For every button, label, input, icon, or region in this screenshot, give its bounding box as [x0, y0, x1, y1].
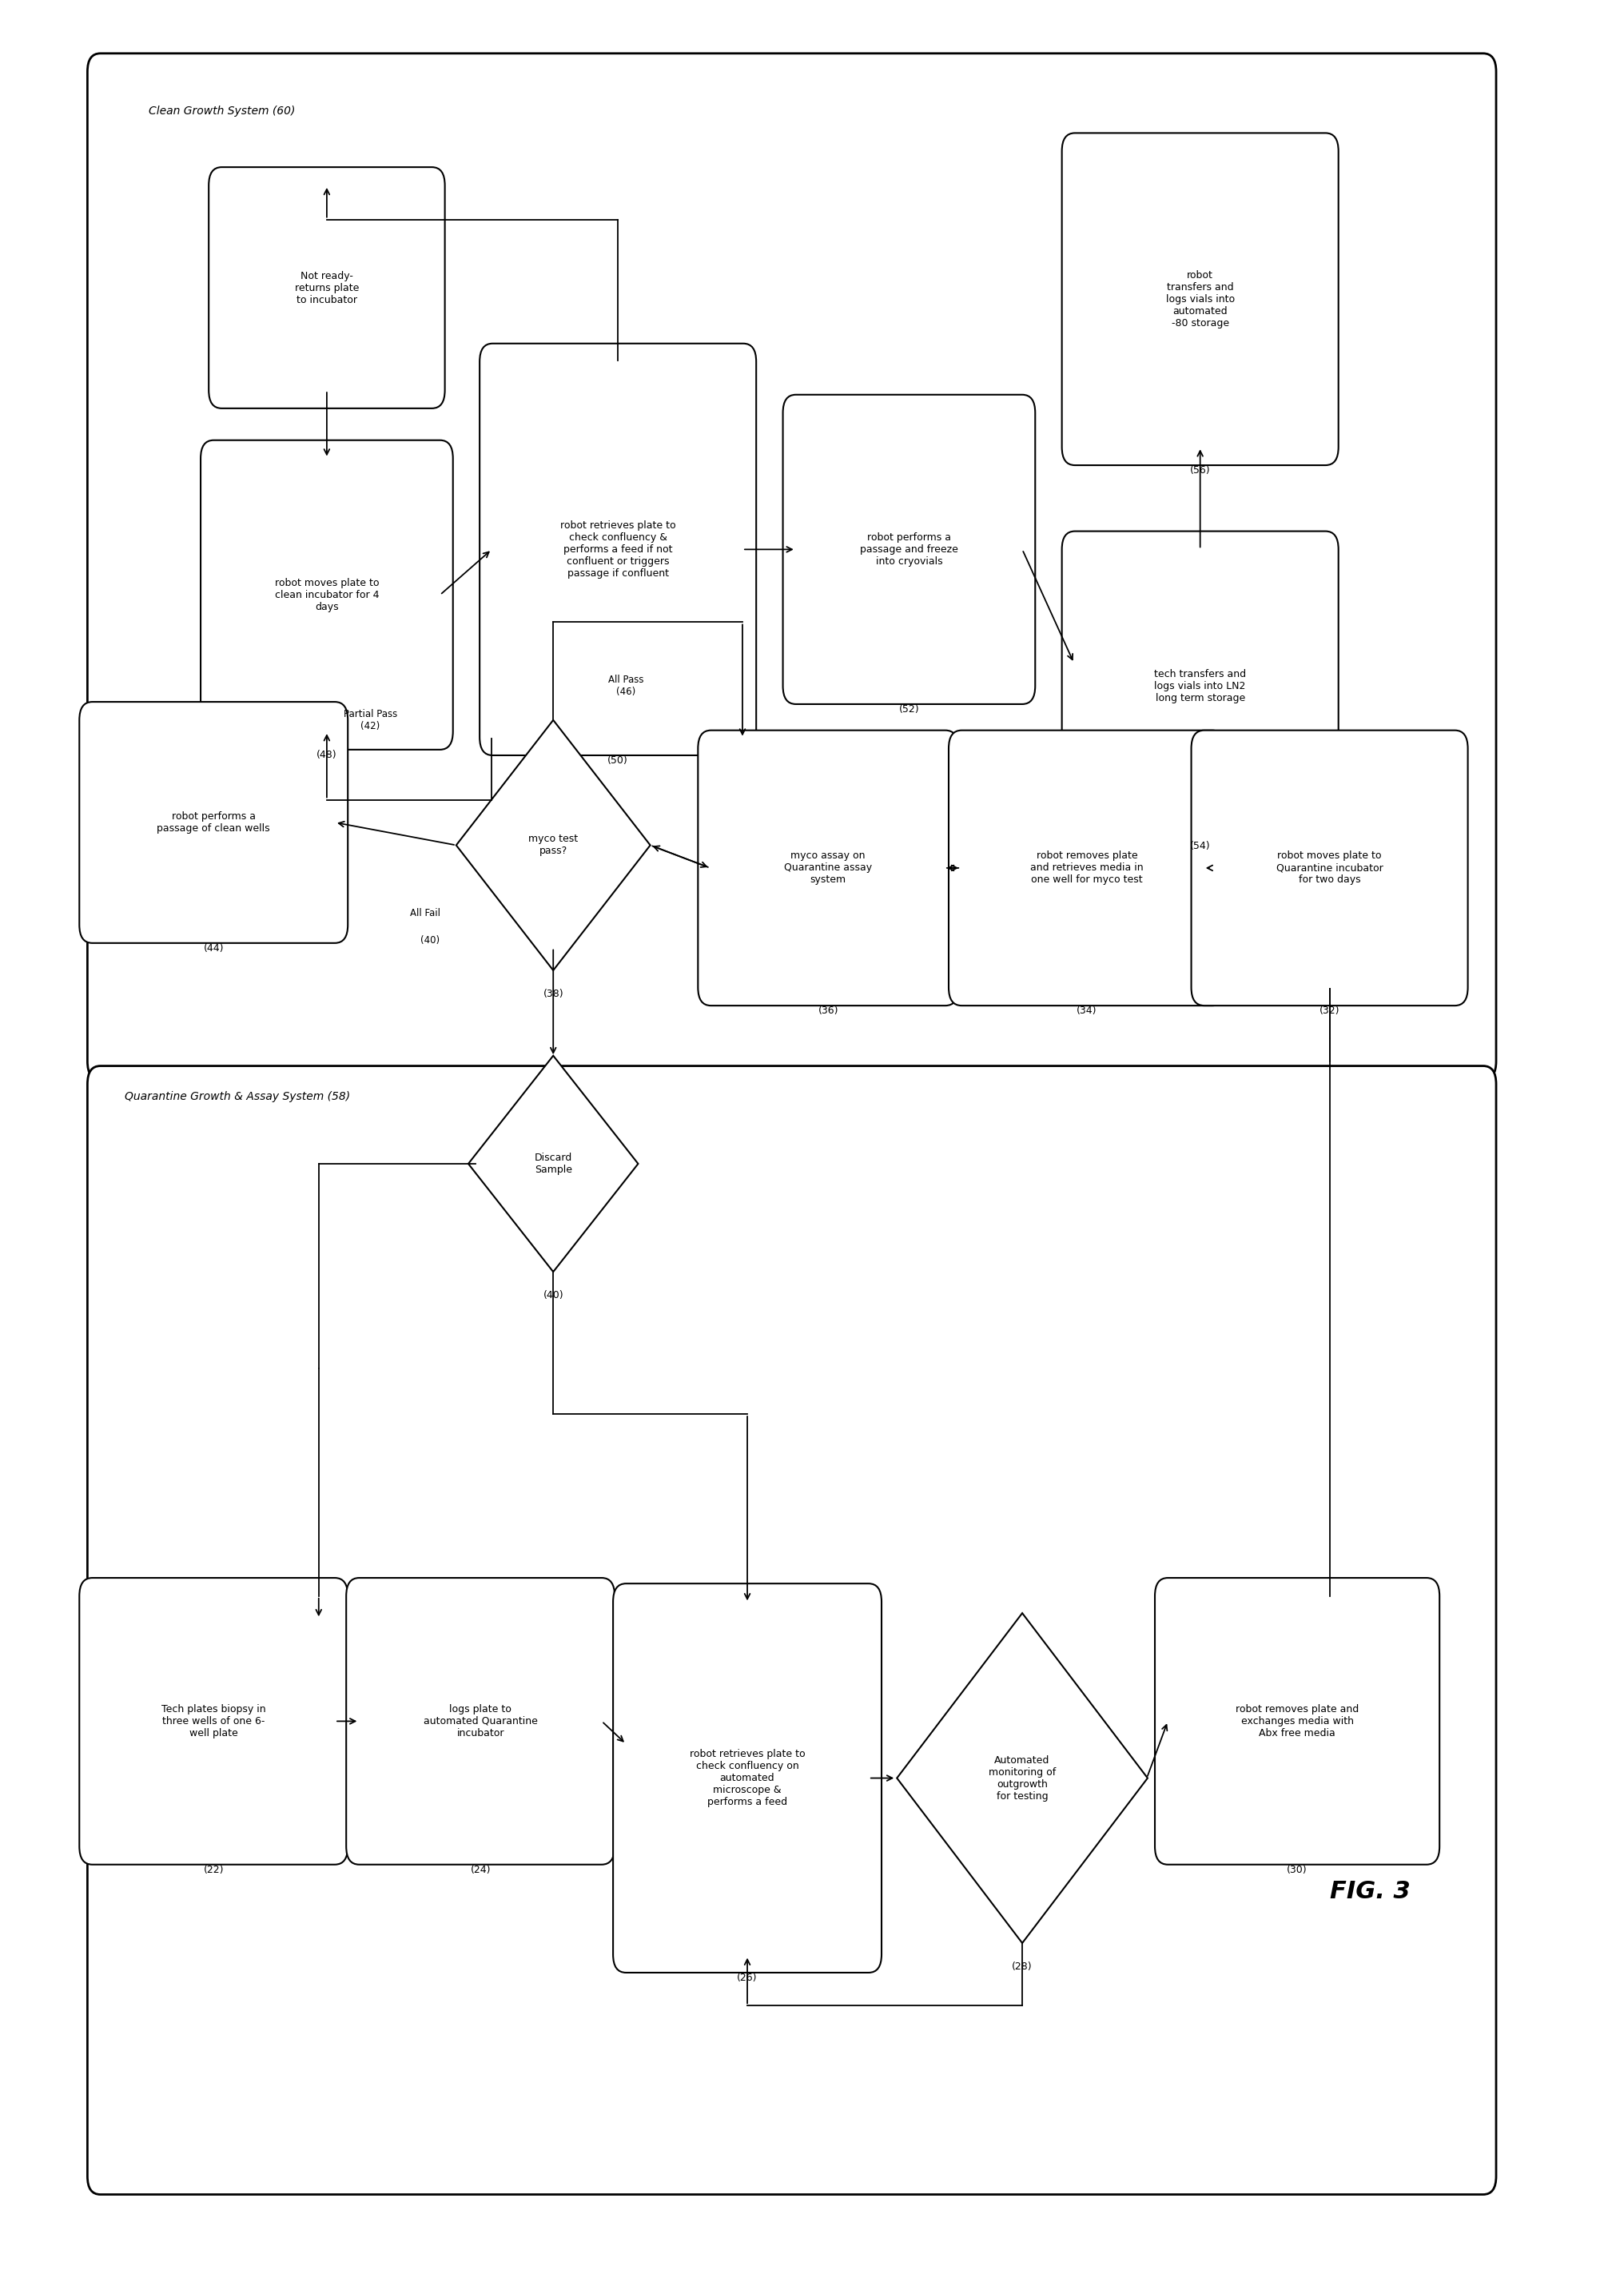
Polygon shape	[896, 1613, 1148, 1942]
Text: All Pass
(46): All Pass (46)	[609, 675, 643, 696]
FancyBboxPatch shape	[479, 345, 757, 755]
Text: Partial Pass
(42): Partial Pass (42)	[344, 710, 398, 730]
FancyBboxPatch shape	[1155, 1577, 1439, 1864]
FancyBboxPatch shape	[614, 1584, 882, 1972]
Text: (54): (54)	[1190, 840, 1210, 851]
Text: robot moves plate to
clean incubator for 4
days: robot moves plate to clean incubator for…	[274, 577, 378, 612]
Text: (38): (38)	[542, 988, 564, 1000]
Text: robot retrieves plate to
check confluency &
performs a feed if not
confluent or : robot retrieves plate to check confluenc…	[560, 520, 676, 580]
Text: (32): (32)	[1319, 1006, 1340, 1015]
FancyBboxPatch shape	[1062, 132, 1338, 466]
Text: (30): (30)	[1286, 1864, 1307, 1876]
Text: robot retrieves plate to
check confluency on
automated
microscope &
performs a f: robot retrieves plate to check confluenc…	[690, 1748, 806, 1807]
FancyBboxPatch shape	[80, 1577, 348, 1864]
Polygon shape	[456, 721, 650, 970]
Text: FIG. 3: FIG. 3	[1330, 1880, 1410, 1903]
Text: All Fail: All Fail	[409, 908, 440, 920]
Text: Automated
monitoring of
outgrowth
for testing: Automated monitoring of outgrowth for te…	[989, 1755, 1056, 1800]
FancyBboxPatch shape	[88, 1066, 1496, 2195]
Text: (34): (34)	[1077, 1006, 1098, 1015]
Text: (48): (48)	[317, 751, 338, 760]
Text: myco test
pass?: myco test pass?	[528, 833, 578, 856]
FancyBboxPatch shape	[1192, 730, 1468, 1006]
Text: (24): (24)	[471, 1864, 490, 1876]
Text: robot performs a
passage and freeze
into cryovials: robot performs a passage and freeze into…	[861, 532, 958, 566]
Text: Discard
Sample: Discard Sample	[534, 1152, 572, 1175]
Text: (28): (28)	[1012, 1960, 1033, 1972]
FancyBboxPatch shape	[698, 730, 958, 1006]
Text: Clean Growth System (60): Clean Growth System (60)	[149, 105, 296, 116]
Text: (50): (50)	[607, 755, 628, 767]
FancyBboxPatch shape	[346, 1577, 615, 1864]
FancyBboxPatch shape	[948, 730, 1224, 1006]
Text: myco assay on
Quarantine assay
system: myco assay on Quarantine assay system	[784, 851, 872, 885]
Text: robot performs a
passage of clean wells: robot performs a passage of clean wells	[158, 812, 270, 833]
Text: (40): (40)	[542, 1289, 564, 1301]
Text: robot removes plate
and retrieves media in
one well for myco test: robot removes plate and retrieves media …	[1030, 851, 1143, 885]
FancyBboxPatch shape	[201, 440, 453, 751]
Text: (56): (56)	[1190, 466, 1210, 475]
Text: robot
transfers and
logs vials into
automated
-80 storage: robot transfers and logs vials into auto…	[1166, 269, 1234, 329]
FancyBboxPatch shape	[80, 703, 348, 942]
FancyBboxPatch shape	[88, 52, 1496, 1079]
Polygon shape	[468, 1057, 638, 1271]
Text: (40): (40)	[421, 936, 440, 947]
FancyBboxPatch shape	[783, 395, 1034, 705]
Text: (22): (22)	[203, 1864, 224, 1876]
Text: Not ready-
returns plate
to incubator: Not ready- returns plate to incubator	[294, 272, 359, 306]
FancyBboxPatch shape	[1062, 532, 1338, 840]
Text: (52): (52)	[898, 705, 919, 714]
Text: Quarantine Growth & Assay System (58): Quarantine Growth & Assay System (58)	[125, 1091, 351, 1102]
Text: (26): (26)	[737, 1972, 757, 1983]
Text: Tech plates biopsy in
three wells of one 6-
well plate: Tech plates biopsy in three wells of one…	[161, 1705, 266, 1739]
Text: (44): (44)	[203, 942, 224, 954]
Text: tech transfers and
logs vials into LN2
long term storage: tech transfers and logs vials into LN2 l…	[1155, 669, 1246, 703]
Text: robot moves plate to
Quarantine incubator
for two days: robot moves plate to Quarantine incubato…	[1276, 851, 1384, 885]
Text: (36): (36)	[818, 1006, 838, 1015]
Text: logs plate to
automated Quarantine
incubator: logs plate to automated Quarantine incub…	[424, 1705, 538, 1739]
FancyBboxPatch shape	[209, 167, 445, 408]
Text: robot removes plate and
exchanges media with
Abx free media: robot removes plate and exchanges media …	[1236, 1705, 1359, 1739]
